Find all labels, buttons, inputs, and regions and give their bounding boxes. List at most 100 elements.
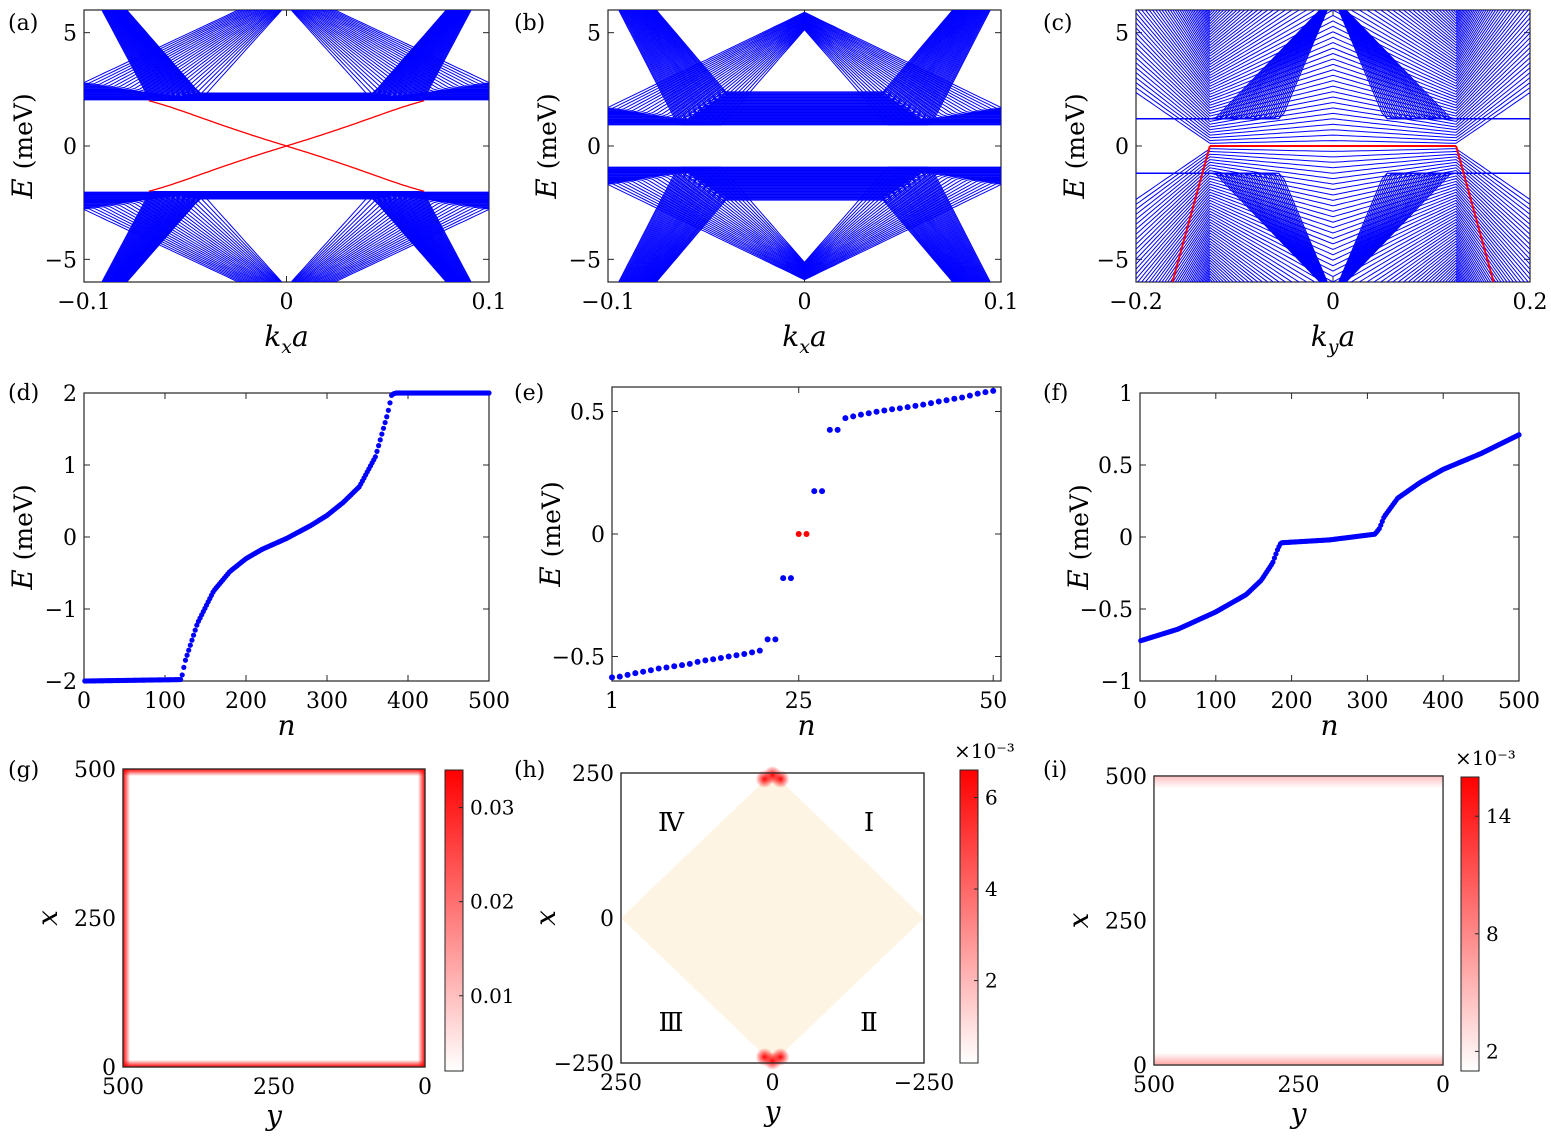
- y-tick-label: 0: [1115, 135, 1129, 160]
- data-point: [764, 636, 771, 643]
- band-line: [1185, 10, 1481, 52]
- band-line: [84, 10, 489, 84]
- band-line: [645, 10, 964, 103]
- data-point: [486, 390, 492, 396]
- band-line: [1167, 10, 1499, 74]
- band-line: [621, 169, 988, 282]
- band-line: [648, 10, 961, 100]
- band-line: [1136, 175, 1530, 250]
- band-line: [84, 10, 489, 94]
- data-point: [374, 448, 380, 454]
- band-line: [642, 186, 967, 282]
- band-line: [608, 21, 1001, 118]
- data-point: [184, 652, 190, 658]
- x-axis-label: y: [1289, 1097, 1308, 1130]
- x-axis-label: y: [264, 1099, 283, 1132]
- band-line: [84, 193, 489, 282]
- x-axis-label: y: [763, 1095, 782, 1128]
- y-tick-label: −0.5: [552, 646, 605, 671]
- data-point: [943, 397, 950, 404]
- x-tick-label: 0: [798, 290, 812, 315]
- panel-label: (g): [8, 758, 39, 783]
- colorbar-tick-label: 2: [985, 969, 998, 993]
- band-line: [608, 171, 1001, 268]
- band-line: [651, 10, 958, 97]
- band-line: [1172, 10, 1494, 68]
- y-axis-label: x: [31, 910, 64, 926]
- x-axis-label-sub: x: [281, 336, 292, 358]
- bulk-region: [123, 769, 425, 1067]
- band-line: [1136, 32, 1530, 112]
- band-line: [1179, 10, 1487, 60]
- y-axis-label-var: E: [534, 557, 567, 587]
- axes-i: 500 250 0 0 250 500 (i) y x 2 8 14 ×10⁻³: [1043, 746, 1516, 1130]
- band-line: [654, 198, 955, 282]
- x-axis-label-tail: a: [292, 320, 309, 353]
- colorbar-tick-label: 0.02: [470, 890, 515, 914]
- band-line: [126, 198, 447, 282]
- band-line: [1177, 10, 1489, 63]
- x-tick-label: 0: [418, 1075, 432, 1100]
- data-point: [376, 443, 382, 449]
- band-line: [84, 10, 489, 101]
- y-tick-label: 1: [1119, 382, 1133, 407]
- band-line: [650, 194, 959, 282]
- band-line: [644, 189, 965, 282]
- data-point: [616, 673, 623, 680]
- band-line: [654, 10, 955, 94]
- x-tick-label: 0: [280, 290, 294, 315]
- band-line: [608, 19, 1001, 116]
- data-point: [372, 454, 378, 460]
- data-point: [741, 651, 748, 658]
- y-tick-label: 0.5: [570, 401, 605, 426]
- band-line: [1136, 57, 1530, 125]
- band-line: [1137, 10, 1529, 98]
- band-line: [645, 189, 964, 282]
- band-line: [1136, 52, 1530, 123]
- band-line: [608, 13, 1001, 111]
- y-axis-label-var: E: [1062, 560, 1095, 590]
- axes-b: −0.1 0 0.1 −5 0 5 (b) kxa E (meV): [514, 9, 1019, 358]
- x-axis-label: kya: [1311, 320, 1355, 358]
- band-line: [1183, 237, 1483, 282]
- diamond-sample: [621, 773, 924, 1063]
- data-point: [1273, 551, 1279, 557]
- data-point: [380, 425, 387, 431]
- x-tick-label: 500: [468, 689, 510, 714]
- data-point: [609, 674, 615, 681]
- heatmap-image: [123, 769, 425, 1067]
- band-line: [651, 10, 958, 97]
- band-line: [1136, 148, 1530, 200]
- band-line: [1189, 10, 1477, 47]
- y-axis-label: x: [529, 910, 562, 926]
- band-line: [608, 14, 1001, 111]
- band-line: [608, 25, 1001, 122]
- data-point: [189, 637, 195, 643]
- band-line: [639, 184, 970, 282]
- axes-d: 0 100 200 300 400 500 −2 −1 0 1 2 (d) n E (meV): [6, 381, 510, 742]
- edge-density: [123, 1060, 425, 1067]
- data-point: [920, 401, 927, 408]
- band-line: [608, 176, 1001, 273]
- data-point: [733, 652, 740, 659]
- x-axis-label-tail: a: [1339, 320, 1356, 353]
- y-tick-label: −5: [569, 248, 601, 273]
- band-line: [608, 26, 1001, 124]
- edge-state-line: [1455, 145, 1495, 282]
- region-label: Ⅳ: [658, 808, 685, 838]
- band-line: [608, 27, 1001, 124]
- colorbar-multiplier: ×10⁻³: [954, 739, 1015, 763]
- band-line: [84, 202, 489, 282]
- x-tick-label: 25: [785, 689, 813, 714]
- band-line: [653, 197, 956, 282]
- band-line: [1174, 226, 1492, 282]
- band-line: [635, 10, 974, 112]
- data-point: [385, 407, 391, 413]
- band-line: [655, 199, 954, 282]
- data-point: [387, 400, 393, 406]
- x-tick-label: −0.1: [581, 290, 634, 315]
- band-line: [639, 10, 970, 109]
- data-point: [663, 664, 670, 671]
- x-tick-label: 400: [387, 689, 429, 714]
- x-tick-label: 250: [1278, 1073, 1320, 1098]
